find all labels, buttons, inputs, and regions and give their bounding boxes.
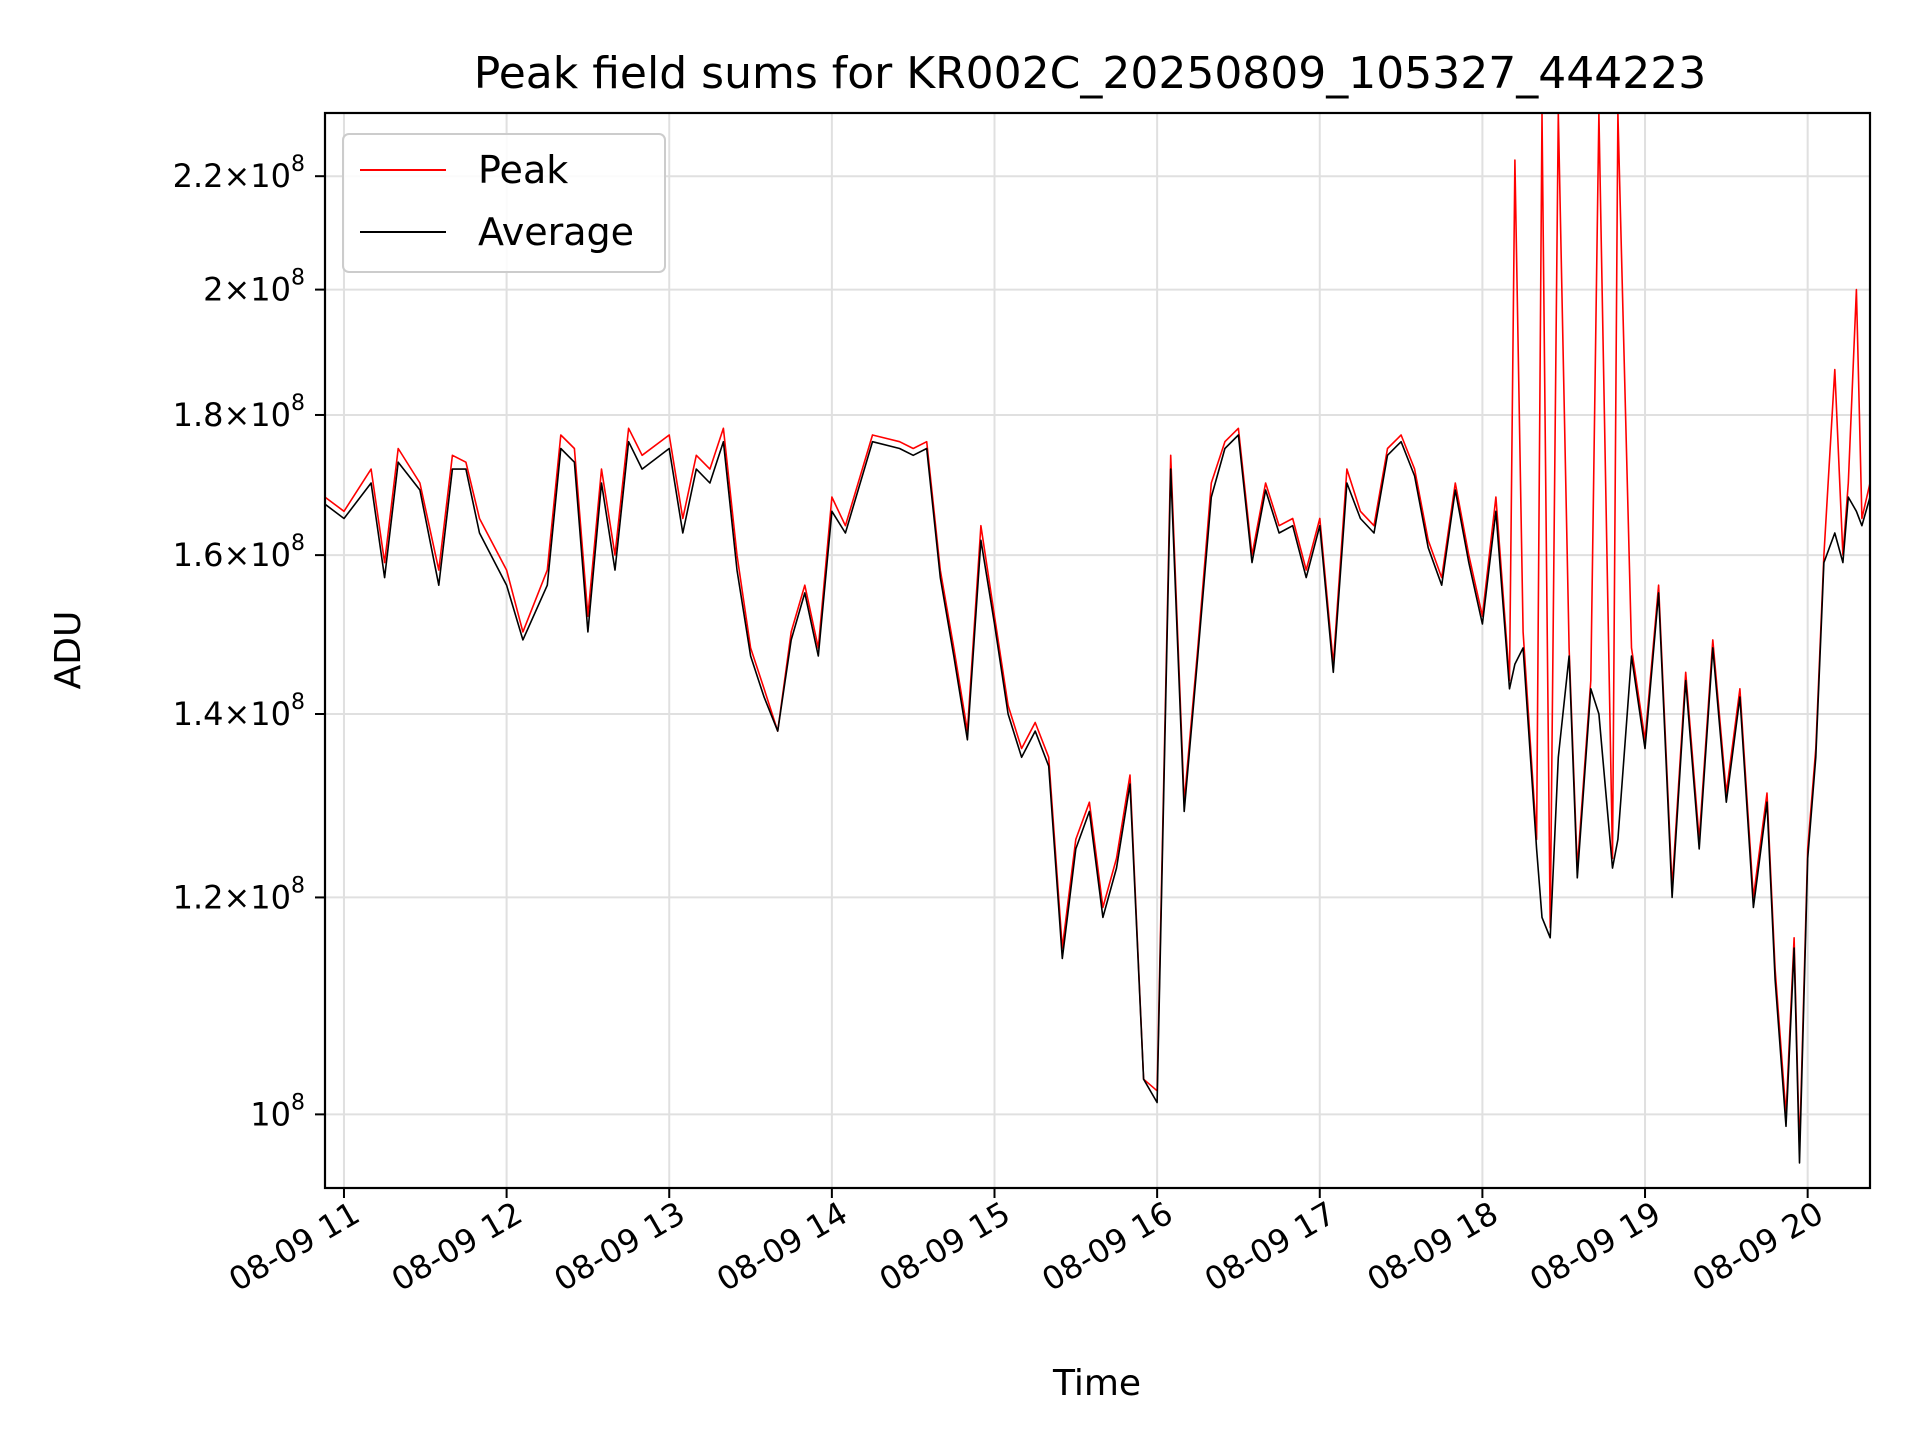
y-tick-label: 1.2×108: [173, 873, 305, 916]
y-axis-label: ADU: [48, 611, 89, 690]
x-axis-label: Time: [1052, 1363, 1141, 1404]
x-axis-ticks: 08-09 11 08-09 12 08-09 13 08-09 14 08-09 15…: [222, 1188, 1830, 1299]
x-tick-label: 08-09 13: [548, 1194, 692, 1299]
y-tick-label: 1.6×108: [173, 531, 305, 574]
chart-title: Peak field sums for KR002C_20250809_1053…: [474, 48, 1706, 99]
x-tick-label: 08-09 14: [710, 1194, 854, 1299]
plot-frame: [323, 111, 1872, 1190]
x-tick-label: 08-09 18: [1361, 1194, 1505, 1299]
x-tick-label: 08-09 12: [385, 1194, 529, 1299]
x-tick-label: 08-09 19: [1523, 1194, 1667, 1299]
x-tick-label: 08-09 15: [873, 1194, 1017, 1299]
y-tick-label: 2×108: [203, 266, 305, 309]
legend: Peak Average: [342, 133, 666, 273]
x-tick-label: 08-09 20: [1686, 1194, 1830, 1299]
series-layer: [324, 112, 1871, 1164]
series-line-average: [324, 434, 1871, 1164]
x-tick-label: 08-09 17: [1198, 1194, 1342, 1299]
y-tick-label: 1.4×108: [173, 690, 305, 733]
x-tick-label: 08-09 16: [1036, 1194, 1180, 1299]
y-tick-label: 108: [250, 1090, 305, 1133]
y-tick-label: 1.8×108: [173, 391, 305, 434]
legend-label-peak: Peak: [478, 148, 568, 192]
y-axis-ticks: 108 1.2×108 1.4×108 1.6×108 1.8×108 2×108 2.2×…: [173, 152, 325, 1133]
y-tick-label: 2.2×108: [173, 152, 305, 195]
legend-box: [342, 133, 666, 273]
grid: [325, 113, 1870, 1188]
x-tick-label: 08-09 11: [222, 1194, 366, 1299]
legend-label-average: Average: [478, 210, 634, 254]
